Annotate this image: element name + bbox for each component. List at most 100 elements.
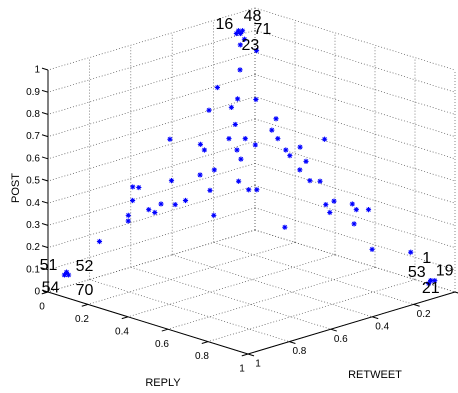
- z-tick-label: 0.2: [26, 242, 40, 253]
- tick-mark: [121, 316, 129, 320]
- point: [233, 30, 239, 37]
- point-label: 70: [76, 282, 94, 299]
- point: [63, 269, 70, 275]
- point: [237, 67, 243, 73]
- grid-line: [47, 52, 256, 115]
- point: [349, 201, 355, 207]
- tick-mark: [41, 134, 49, 138]
- point: [253, 48, 260, 54]
- y-tick-label: 0.6: [334, 334, 348, 345]
- point-label: 23: [242, 37, 260, 54]
- point: [235, 28, 242, 34]
- grid-line: [127, 254, 336, 318]
- point-label: 53: [408, 264, 426, 281]
- z-tick-label: 0.4: [26, 198, 40, 209]
- point: [235, 96, 241, 102]
- point: [207, 187, 213, 193]
- point: [254, 187, 260, 193]
- grid-line: [254, 74, 456, 137]
- point: [211, 212, 217, 218]
- point: [321, 136, 328, 142]
- point: [232, 121, 238, 128]
- tick-mark: [41, 178, 49, 182]
- tick-mark: [330, 328, 337, 332]
- z-axis-label: POST: [10, 173, 22, 203]
- point: [206, 107, 212, 113]
- point-label: 71: [253, 21, 271, 38]
- x-axis-label: REPLY: [145, 377, 181, 389]
- point: [241, 36, 248, 42]
- grid-line: [254, 96, 456, 160]
- point: [197, 141, 204, 147]
- point: [226, 136, 232, 142]
- tick-mark: [289, 341, 296, 344]
- x-tick-label: 0.6: [155, 339, 169, 350]
- grid-line: [167, 266, 376, 330]
- tick-mark: [247, 353, 255, 357]
- grid-line: [254, 118, 456, 182]
- point: [283, 147, 289, 153]
- point-label: 48: [244, 8, 262, 25]
- point: [182, 197, 189, 204]
- point: [273, 116, 279, 122]
- point-label: 51: [40, 257, 58, 274]
- grid-line: [254, 185, 456, 248]
- z-tick-label: 1: [34, 65, 40, 76]
- grid-line: [172, 254, 373, 318]
- z-tick-label: 0.1: [26, 264, 40, 275]
- tick-mark: [41, 200, 49, 204]
- grid-line: [207, 279, 416, 342]
- point: [327, 209, 333, 216]
- point: [96, 238, 103, 245]
- grid-line: [89, 279, 290, 342]
- point: [369, 246, 375, 252]
- grid-line: [254, 229, 456, 293]
- grid-line: [254, 163, 456, 226]
- y-tick-label: 0.8: [292, 346, 306, 357]
- tick-mark: [41, 291, 49, 295]
- tick-mark: [454, 291, 458, 294]
- y-axis: [247, 291, 456, 355]
- point: [269, 127, 275, 133]
- point: [172, 201, 178, 208]
- grid-line: [47, 207, 256, 271]
- point: [65, 272, 72, 278]
- point: [136, 184, 142, 191]
- point: [129, 197, 136, 204]
- point: [237, 42, 243, 48]
- point: [125, 212, 131, 218]
- point-label: 52: [76, 258, 94, 275]
- point: [61, 272, 68, 278]
- grid-line: [213, 242, 414, 305]
- point: [201, 147, 208, 153]
- z-tick-label: 0.6: [26, 153, 40, 164]
- y-axis-label: RETWEET: [348, 369, 402, 381]
- grid-line: [47, 229, 256, 293]
- tick-mark: [241, 353, 249, 357]
- point-label: 54: [42, 279, 60, 296]
- point-label: 21: [422, 280, 440, 297]
- x-tick-label: 0.2: [75, 314, 89, 325]
- x-axis: [47, 291, 249, 355]
- point: [365, 207, 372, 213]
- z-tick-label: 0.7: [26, 131, 40, 142]
- z-tick-label: 0.8: [26, 109, 40, 120]
- point: [351, 221, 357, 227]
- point: [237, 30, 244, 37]
- grid-line: [47, 29, 256, 93]
- point: [426, 280, 432, 287]
- point: [432, 278, 438, 284]
- tick-mark: [41, 112, 49, 115]
- grid-line: [47, 74, 256, 137]
- tick-mark: [41, 223, 49, 226]
- tick-mark: [41, 289, 49, 293]
- x-tick-label: 0.4: [115, 326, 129, 337]
- point: [246, 187, 252, 193]
- grid-line: [47, 185, 256, 248]
- tick-mark: [372, 316, 379, 320]
- point: [125, 218, 131, 224]
- point: [197, 172, 203, 178]
- y-tick-label: 0.4: [375, 321, 389, 332]
- point: [167, 136, 173, 142]
